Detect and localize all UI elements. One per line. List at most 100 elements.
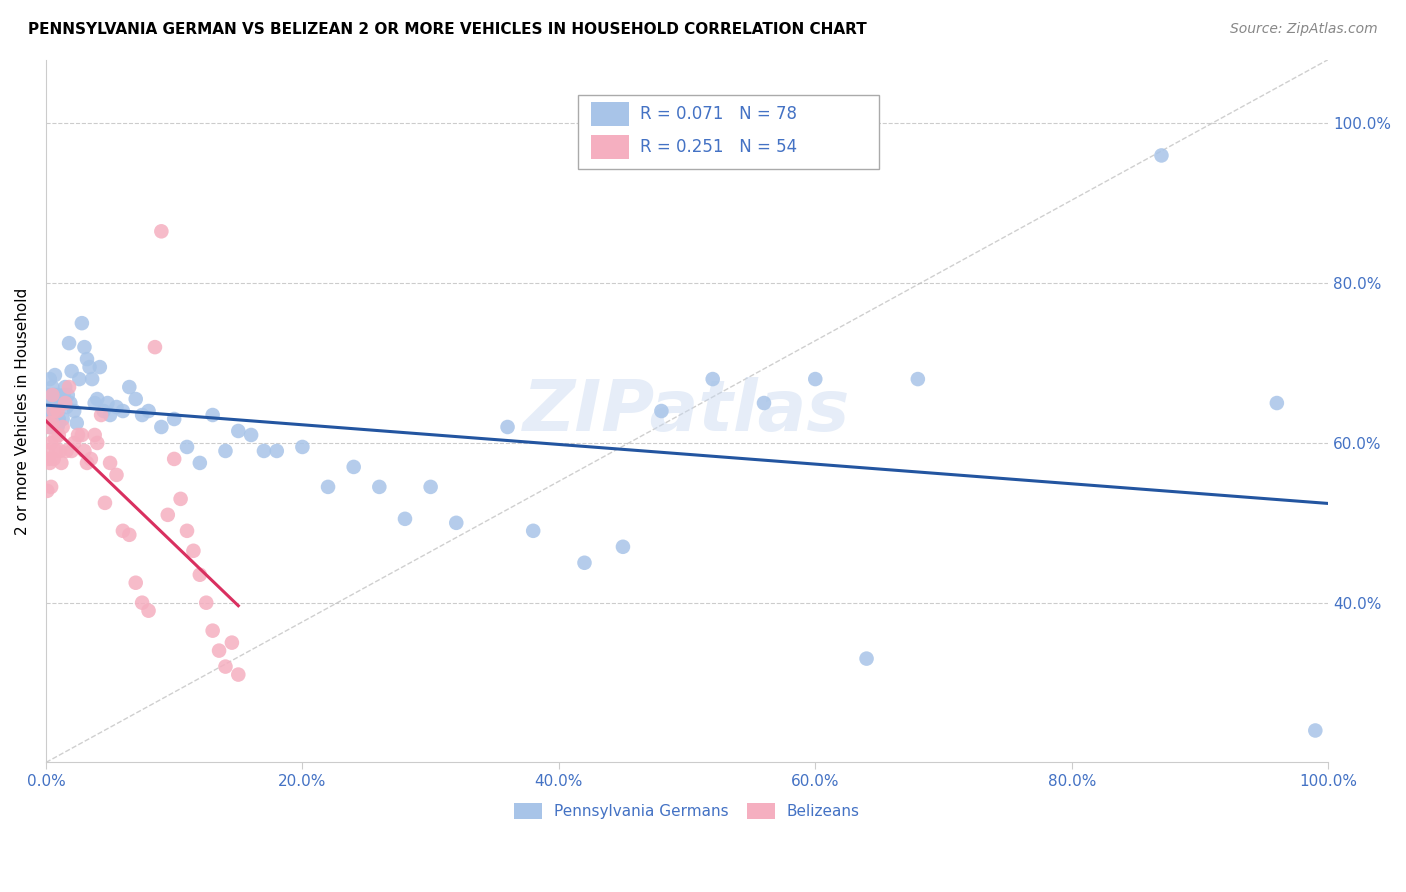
- Point: [90, 408, 112, 422]
- Point: [446, 516, 468, 530]
- Point: [118, 380, 141, 394]
- Point: [67, 372, 90, 386]
- Point: [98, 456, 121, 470]
- FancyBboxPatch shape: [591, 135, 630, 160]
- Point: [44, 432, 66, 446]
- Point: [253, 444, 276, 458]
- Point: [150, 224, 173, 238]
- Point: [41, 388, 63, 402]
- Point: [131, 408, 153, 422]
- Point: [368, 480, 391, 494]
- Point: [38, 416, 60, 430]
- Point: [37, 444, 59, 458]
- Point: [66, 416, 89, 430]
- Point: [60, 364, 83, 378]
- Point: [138, 404, 160, 418]
- Point: [63, 436, 86, 450]
- Point: [195, 596, 218, 610]
- Point: [702, 372, 724, 386]
- Point: [214, 659, 236, 673]
- Point: [89, 360, 111, 375]
- Point: [650, 404, 672, 418]
- Point: [1305, 723, 1327, 738]
- Point: [907, 372, 929, 386]
- Point: [63, 404, 86, 418]
- Point: [39, 392, 62, 406]
- Point: [804, 372, 827, 386]
- Point: [226, 424, 249, 438]
- Point: [38, 452, 60, 467]
- Point: [226, 667, 249, 681]
- Point: [131, 596, 153, 610]
- Point: [98, 408, 121, 422]
- Point: [96, 396, 118, 410]
- Point: [52, 420, 75, 434]
- Point: [53, 396, 76, 410]
- Text: PENNSYLVANIA GERMAN VS BELIZEAN 2 OR MORE VEHICLES IN HOUSEHOLD CORRELATION CHAR: PENNSYLVANIA GERMAN VS BELIZEAN 2 OR MOR…: [28, 22, 868, 37]
- Point: [37, 400, 59, 414]
- Point: [55, 444, 77, 458]
- Point: [48, 412, 70, 426]
- Point: [70, 428, 93, 442]
- Point: [86, 392, 108, 406]
- Point: [38, 456, 60, 470]
- Point: [83, 428, 105, 442]
- Point: [83, 396, 105, 410]
- Point: [41, 380, 63, 394]
- Point: [49, 444, 72, 458]
- Point: [44, 368, 66, 382]
- Point: [39, 404, 62, 418]
- Point: [266, 444, 288, 458]
- Point: [86, 436, 108, 450]
- Point: [73, 444, 96, 458]
- Point: [163, 452, 186, 467]
- Point: [66, 428, 89, 442]
- Point: [214, 444, 236, 458]
- Point: [1265, 396, 1288, 410]
- Point: [42, 404, 65, 418]
- Point: [76, 456, 98, 470]
- Point: [46, 404, 69, 418]
- Point: [94, 496, 117, 510]
- Point: [73, 340, 96, 354]
- Point: [125, 392, 148, 406]
- Point: [343, 459, 366, 474]
- Point: [316, 480, 339, 494]
- Point: [55, 400, 77, 414]
- Legend: Pennsylvania Germans, Belizeans: Pennsylvania Germans, Belizeans: [508, 797, 866, 825]
- Point: [752, 396, 775, 410]
- Point: [80, 452, 103, 467]
- Point: [176, 440, 198, 454]
- Point: [574, 556, 596, 570]
- Point: [53, 380, 76, 394]
- Point: [93, 404, 115, 418]
- Point: [39, 436, 62, 450]
- Point: [41, 416, 63, 430]
- Point: [143, 340, 166, 354]
- Point: [105, 400, 128, 414]
- Point: [118, 528, 141, 542]
- Point: [49, 392, 72, 406]
- Point: [138, 604, 160, 618]
- Point: [125, 575, 148, 590]
- Point: [42, 404, 65, 418]
- Point: [201, 408, 224, 422]
- Point: [82, 372, 104, 386]
- Point: [39, 480, 62, 494]
- Point: [76, 352, 98, 367]
- Text: ZIPatlas: ZIPatlas: [523, 376, 851, 445]
- Text: Source: ZipAtlas.com: Source: ZipAtlas.com: [1230, 22, 1378, 37]
- Point: [105, 467, 128, 482]
- Point: [156, 508, 179, 522]
- Point: [1150, 148, 1173, 162]
- Point: [188, 456, 211, 470]
- Point: [522, 524, 544, 538]
- Point: [48, 428, 70, 442]
- Point: [38, 388, 60, 402]
- Point: [201, 624, 224, 638]
- Point: [60, 444, 83, 458]
- Point: [59, 396, 82, 410]
- FancyBboxPatch shape: [578, 95, 879, 169]
- Point: [44, 396, 66, 410]
- Point: [46, 388, 69, 402]
